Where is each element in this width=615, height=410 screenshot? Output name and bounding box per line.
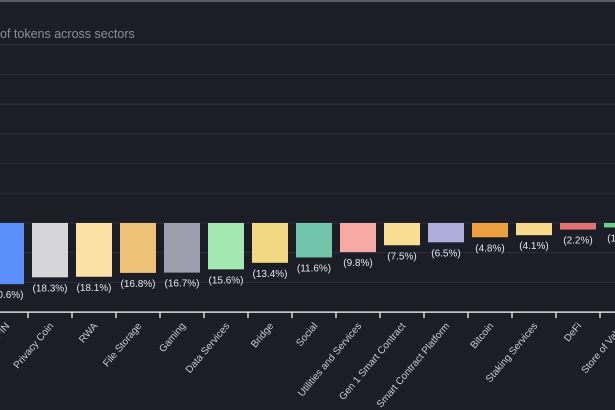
category-label: Store of Value [580,321,615,376]
data-label: (6.5%) [431,248,460,259]
data-label: (11.6%) [297,263,331,274]
category-label: Social [294,321,320,349]
bar [76,223,112,277]
chart-title: of tokens across sectors [0,27,135,41]
data-label: (9.8%) [343,258,372,269]
data-label: (4.1%) [519,241,548,252]
data-label: (1.5%) [607,233,615,244]
data-label: (15.6%) [208,275,243,286]
category-label: DeFi [562,321,584,344]
bar [472,223,508,238]
category-label: RWA [77,321,100,346]
bar [604,223,615,228]
bar [164,223,200,273]
data-label: (4.8%) [475,243,504,254]
bar [32,223,68,278]
category-label: Gaming [157,321,188,355]
bar [296,223,332,258]
data-label: (7.5%) [387,251,416,262]
bar [516,223,552,236]
bar [384,223,420,246]
bar [208,223,244,270]
data-label: (16.8%) [120,279,155,290]
data-label: (13.4%) [252,269,287,280]
data-label: (18.3%) [32,283,67,294]
data-label: (20.6%) [0,290,24,301]
data-label: (16.7%) [164,279,199,290]
category-label: Privacy Coin [12,321,57,371]
bar [0,223,24,285]
category-label: Bridge [249,321,276,351]
bar [428,223,464,243]
bar [252,223,288,263]
category-label: File Storage [101,321,144,370]
top-border [0,0,615,2]
bar [120,223,156,273]
bar [340,223,376,253]
category-label: DePIN [0,321,12,351]
bar [560,223,596,230]
data-label: (18.1%) [76,283,111,294]
data-label: (2.2%) [563,236,592,247]
category-label: Smart Contract Platform [375,321,452,410]
category-label: Bitcoin [469,321,497,351]
category-label: Data Services [184,321,232,376]
